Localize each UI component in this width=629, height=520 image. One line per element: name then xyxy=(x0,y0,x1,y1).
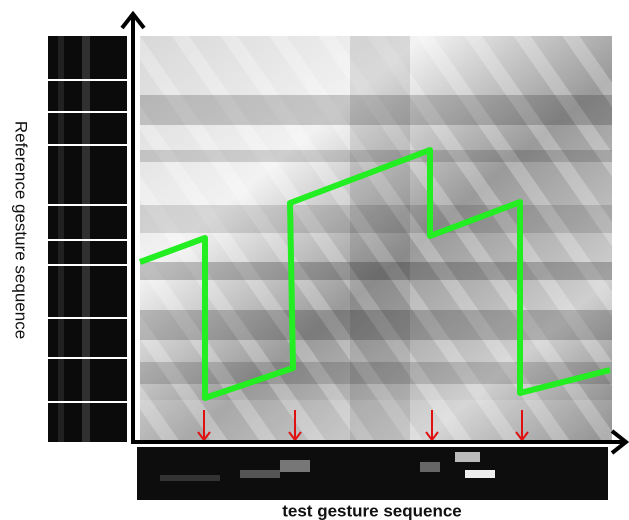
reference-strip xyxy=(48,36,127,442)
image-band xyxy=(140,150,612,162)
strip-background xyxy=(137,447,608,500)
strip-cell xyxy=(455,452,480,462)
image-band xyxy=(140,262,612,280)
test-strip xyxy=(137,447,608,500)
image-texture xyxy=(140,36,612,440)
x-arrowhead xyxy=(610,429,629,455)
strip-cell xyxy=(420,462,440,472)
alignment-path xyxy=(138,147,611,401)
strip-cell xyxy=(465,470,495,478)
image-band xyxy=(140,95,612,125)
image-band xyxy=(140,400,612,440)
strip-dividers xyxy=(48,79,127,403)
image-band xyxy=(350,36,410,440)
strip-cell xyxy=(240,470,280,478)
image-band xyxy=(140,205,612,233)
y-axis-label: Reference gesture sequence xyxy=(12,121,31,339)
strip-cell xyxy=(280,460,310,472)
x-axis-label: test gesture sequence xyxy=(282,501,462,520)
y-arrowhead xyxy=(120,10,146,30)
similarity-image xyxy=(140,36,612,440)
image-band xyxy=(140,310,612,340)
strip-cell xyxy=(160,475,220,481)
axes xyxy=(120,10,629,455)
